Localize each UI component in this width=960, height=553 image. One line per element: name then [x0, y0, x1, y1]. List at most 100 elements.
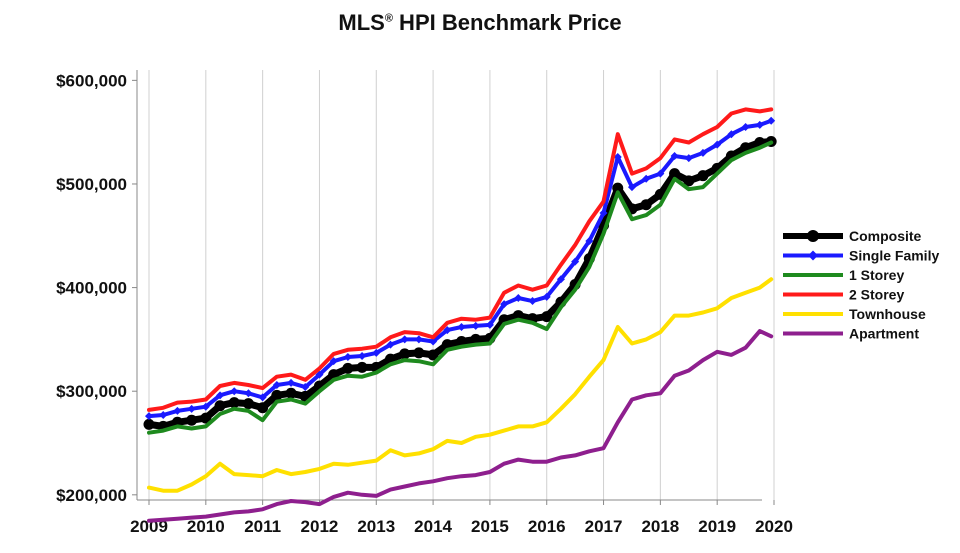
data-point-composite	[342, 362, 354, 374]
data-point-single-family	[713, 140, 722, 149]
data-point-composite	[356, 361, 368, 373]
data-point-composite	[456, 335, 467, 347]
y-tick-label: $600,000	[56, 71, 127, 90]
data-point-single-family	[727, 130, 736, 139]
data-point-single-family	[301, 383, 310, 392]
legend-label-1-storey: 1 Storey	[849, 267, 904, 283]
axes: $200,000 $300,000 $400,000 $500,000 $600,000…	[56, 70, 793, 536]
data-point-single-family	[684, 154, 693, 163]
data-point-composite	[271, 389, 283, 401]
data-point-single-family	[485, 320, 494, 329]
data-point-single-family	[400, 335, 409, 344]
x-tick-label: 2010	[187, 517, 225, 536]
data-point-single-family	[230, 387, 239, 396]
data-point-single-family	[613, 153, 622, 162]
series-lines	[143, 107, 777, 523]
legend-label-composite: Composite	[849, 228, 922, 244]
data-point-single-family	[201, 402, 210, 411]
series-line-apartment	[147, 329, 774, 523]
legend: Composite Single Family 1 Storey 2 Storey To…	[783, 228, 939, 342]
data-point-single-family	[514, 293, 523, 302]
data-point-composite	[186, 414, 198, 426]
data-point-composite	[285, 387, 297, 399]
series-line-single-family	[147, 118, 774, 419]
legend-label-2-storey: 2 Storey	[849, 287, 904, 303]
data-point-single-family	[429, 337, 438, 346]
data-point-single-family	[145, 412, 153, 421]
data-point-single-family	[698, 148, 707, 157]
series-line-2-storey	[147, 107, 774, 412]
data-point-single-family	[500, 300, 509, 309]
x-tick-label: 2011	[244, 517, 281, 536]
data-point-single-family	[656, 169, 665, 178]
data-point-single-family	[159, 411, 168, 420]
data-point-composite	[214, 400, 226, 412]
data-point-single-family	[443, 326, 452, 335]
data-point-composite	[200, 412, 212, 424]
registered-mark: ®	[384, 12, 393, 25]
x-tick-label: 2014	[414, 517, 452, 536]
x-tick-label: 2020	[755, 517, 793, 536]
chart-title-rest: HPI Benchmark Price	[392, 10, 622, 35]
x-tick-label: 2019	[698, 517, 736, 536]
data-point-composite	[143, 418, 155, 430]
data-point-single-family	[741, 122, 750, 131]
data-point-composite	[242, 398, 254, 410]
data-point-composite	[257, 402, 269, 414]
chart-title-main: MLS	[338, 10, 385, 35]
data-point-single-family	[599, 208, 608, 217]
data-point-single-family	[542, 292, 551, 301]
data-point-composite	[683, 175, 695, 187]
data-point-single-family	[244, 389, 253, 398]
data-point-composite	[697, 170, 709, 182]
data-point-composite	[541, 311, 553, 323]
x-tick-label: 2015	[471, 517, 509, 536]
y-tick-label: $300,000	[56, 382, 127, 401]
data-point-single-family	[528, 297, 537, 306]
data-point-single-family	[372, 348, 381, 357]
y-tick-label: $400,000	[56, 279, 127, 298]
data-point-single-family	[343, 353, 352, 362]
chart-title: MLS® HPI Benchmark Price	[0, 10, 960, 36]
x-tick-label: 2016	[528, 517, 566, 536]
x-tick-label: 2018	[641, 517, 679, 536]
legend-label-apartment: Apartment	[849, 326, 919, 342]
legend-label-single-family: Single Family	[849, 248, 939, 264]
data-point-single-family	[585, 236, 594, 245]
data-point-single-family	[670, 152, 679, 160]
data-point-composite	[470, 333, 482, 345]
data-point-composite	[612, 182, 624, 194]
data-point-single-family	[556, 275, 565, 284]
data-point-single-family	[216, 391, 225, 400]
data-point-single-family	[414, 335, 423, 344]
data-point-single-family	[287, 378, 296, 387]
data-point-single-family	[329, 357, 338, 366]
data-point-single-family	[315, 370, 324, 379]
data-point-single-family	[642, 174, 651, 183]
data-point-single-family	[386, 340, 395, 349]
data-point-single-family	[457, 322, 466, 331]
data-point-single-family	[258, 393, 267, 402]
legend-marker-composite	[807, 230, 819, 242]
data-point-composite	[669, 168, 681, 180]
data-point-single-family	[767, 116, 776, 125]
data-point-single-family	[173, 406, 182, 415]
series-line-1-storey	[147, 140, 774, 435]
data-point-single-family	[187, 404, 196, 413]
data-point-single-family	[627, 183, 636, 192]
data-point-single-family	[571, 257, 580, 266]
data-point-single-family	[272, 380, 281, 389]
data-point-composite	[640, 199, 652, 211]
y-tick-label: $500,000	[56, 175, 127, 194]
x-tick-label: 2012	[301, 517, 339, 536]
legend-marker-single-family	[808, 250, 818, 261]
grid-lines	[148, 70, 775, 500]
data-point-single-family	[471, 321, 480, 330]
data-point-single-family	[755, 120, 764, 129]
series-line-townhouse	[147, 277, 774, 493]
data-point-single-family	[358, 351, 367, 360]
legend-label-townhouse: Townhouse	[849, 306, 926, 322]
data-point-composite	[228, 397, 240, 409]
data-point-composite	[413, 347, 425, 359]
